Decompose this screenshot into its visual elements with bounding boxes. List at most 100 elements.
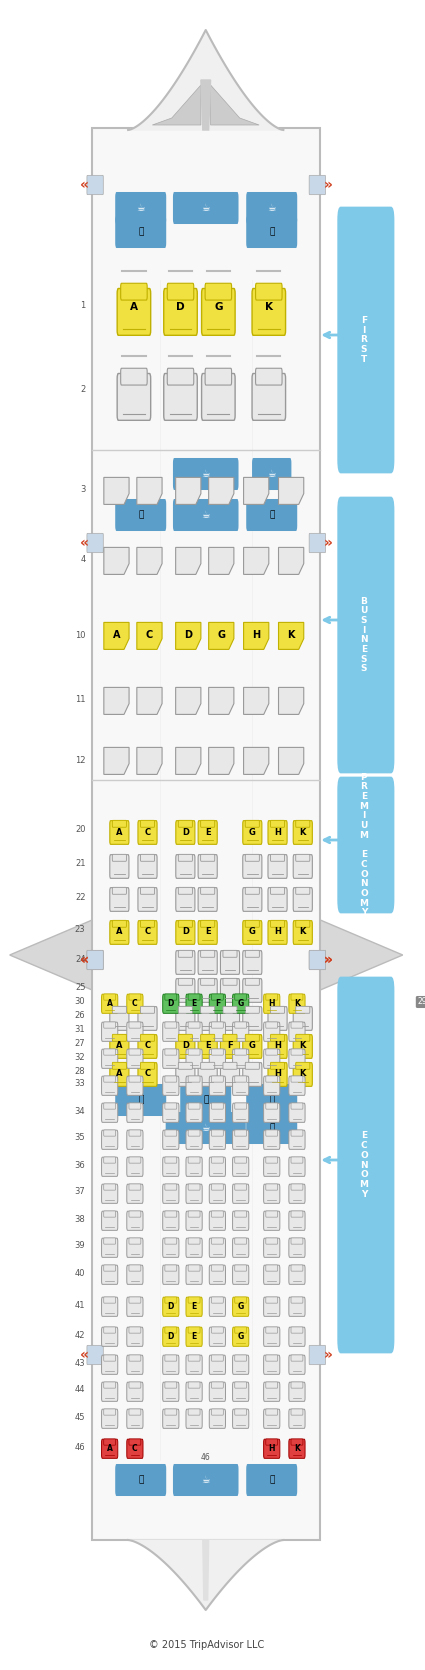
- FancyBboxPatch shape: [164, 374, 197, 421]
- FancyBboxPatch shape: [201, 1007, 215, 1014]
- FancyBboxPatch shape: [127, 1157, 143, 1176]
- FancyBboxPatch shape: [266, 1237, 278, 1244]
- FancyBboxPatch shape: [223, 1034, 237, 1042]
- FancyBboxPatch shape: [268, 855, 287, 878]
- Text: 🚻: 🚻: [138, 1096, 143, 1104]
- Text: «: «: [80, 179, 89, 192]
- FancyBboxPatch shape: [270, 820, 285, 827]
- FancyBboxPatch shape: [245, 950, 259, 957]
- FancyBboxPatch shape: [264, 1184, 280, 1204]
- Text: 36: 36: [75, 1161, 85, 1169]
- FancyBboxPatch shape: [188, 1075, 200, 1082]
- FancyBboxPatch shape: [235, 1022, 246, 1029]
- FancyBboxPatch shape: [165, 1328, 177, 1333]
- FancyBboxPatch shape: [232, 1157, 249, 1176]
- FancyBboxPatch shape: [211, 1211, 223, 1217]
- FancyBboxPatch shape: [87, 175, 103, 195]
- Polygon shape: [176, 688, 201, 715]
- Text: E: E: [192, 1333, 197, 1341]
- FancyBboxPatch shape: [246, 499, 297, 531]
- FancyBboxPatch shape: [163, 994, 179, 1014]
- FancyBboxPatch shape: [117, 289, 151, 336]
- FancyBboxPatch shape: [235, 1354, 246, 1361]
- FancyBboxPatch shape: [165, 1102, 177, 1109]
- Polygon shape: [209, 748, 234, 775]
- Text: 34: 34: [75, 1107, 85, 1116]
- FancyBboxPatch shape: [176, 888, 195, 912]
- FancyBboxPatch shape: [178, 855, 193, 862]
- Text: H: H: [274, 1042, 281, 1050]
- FancyBboxPatch shape: [201, 1062, 215, 1069]
- FancyBboxPatch shape: [127, 1383, 143, 1401]
- FancyBboxPatch shape: [245, 820, 259, 827]
- FancyBboxPatch shape: [264, 1328, 280, 1346]
- FancyBboxPatch shape: [232, 1354, 249, 1374]
- FancyBboxPatch shape: [186, 1298, 202, 1316]
- FancyBboxPatch shape: [309, 175, 326, 195]
- Polygon shape: [209, 478, 234, 504]
- FancyBboxPatch shape: [296, 1034, 310, 1042]
- FancyBboxPatch shape: [198, 855, 217, 878]
- Polygon shape: [104, 748, 129, 775]
- FancyBboxPatch shape: [104, 1184, 116, 1191]
- FancyBboxPatch shape: [117, 374, 151, 421]
- FancyBboxPatch shape: [296, 855, 310, 862]
- FancyBboxPatch shape: [289, 1298, 305, 1316]
- FancyBboxPatch shape: [264, 1409, 280, 1428]
- FancyBboxPatch shape: [178, 920, 193, 927]
- Text: »: »: [323, 1348, 332, 1363]
- FancyBboxPatch shape: [266, 1409, 278, 1414]
- FancyBboxPatch shape: [201, 950, 215, 957]
- FancyBboxPatch shape: [246, 1084, 297, 1116]
- Polygon shape: [203, 1540, 209, 1600]
- Text: 23: 23: [75, 925, 85, 935]
- Text: ☕: ☕: [201, 469, 210, 479]
- FancyBboxPatch shape: [201, 979, 215, 985]
- FancyBboxPatch shape: [211, 1237, 223, 1244]
- FancyBboxPatch shape: [110, 855, 129, 878]
- FancyBboxPatch shape: [264, 1075, 280, 1096]
- FancyBboxPatch shape: [255, 284, 282, 301]
- Text: «: «: [80, 954, 89, 967]
- Polygon shape: [244, 623, 269, 650]
- FancyBboxPatch shape: [165, 1409, 177, 1414]
- FancyBboxPatch shape: [102, 1409, 118, 1428]
- FancyBboxPatch shape: [245, 855, 259, 862]
- Text: C: C: [144, 828, 150, 837]
- Text: 27: 27: [75, 1039, 85, 1049]
- FancyBboxPatch shape: [291, 1049, 303, 1055]
- Text: H: H: [274, 927, 281, 937]
- Text: ☕: ☕: [201, 1475, 210, 1485]
- FancyBboxPatch shape: [232, 1266, 249, 1284]
- FancyBboxPatch shape: [176, 1035, 195, 1059]
- Polygon shape: [244, 548, 269, 574]
- FancyBboxPatch shape: [186, 1184, 202, 1204]
- FancyBboxPatch shape: [211, 1409, 223, 1414]
- FancyBboxPatch shape: [129, 1075, 141, 1082]
- FancyBboxPatch shape: [293, 888, 312, 912]
- FancyBboxPatch shape: [102, 1022, 118, 1042]
- FancyBboxPatch shape: [104, 1157, 116, 1162]
- FancyBboxPatch shape: [112, 920, 126, 927]
- FancyBboxPatch shape: [264, 1266, 280, 1284]
- FancyBboxPatch shape: [221, 1062, 240, 1087]
- FancyBboxPatch shape: [138, 920, 157, 944]
- Polygon shape: [244, 688, 269, 715]
- FancyBboxPatch shape: [127, 1104, 143, 1122]
- FancyBboxPatch shape: [188, 1383, 200, 1388]
- FancyBboxPatch shape: [296, 920, 310, 927]
- FancyBboxPatch shape: [223, 979, 237, 985]
- FancyBboxPatch shape: [186, 1354, 202, 1374]
- FancyBboxPatch shape: [264, 1022, 280, 1042]
- FancyBboxPatch shape: [102, 1157, 118, 1176]
- FancyBboxPatch shape: [289, 1022, 305, 1042]
- Text: A: A: [113, 630, 120, 640]
- FancyBboxPatch shape: [188, 1298, 200, 1303]
- FancyBboxPatch shape: [127, 1237, 143, 1258]
- FancyBboxPatch shape: [104, 1264, 116, 1271]
- FancyBboxPatch shape: [252, 289, 286, 336]
- FancyBboxPatch shape: [104, 1383, 116, 1388]
- Text: K: K: [300, 828, 306, 837]
- FancyBboxPatch shape: [129, 1383, 141, 1388]
- FancyBboxPatch shape: [178, 1034, 193, 1042]
